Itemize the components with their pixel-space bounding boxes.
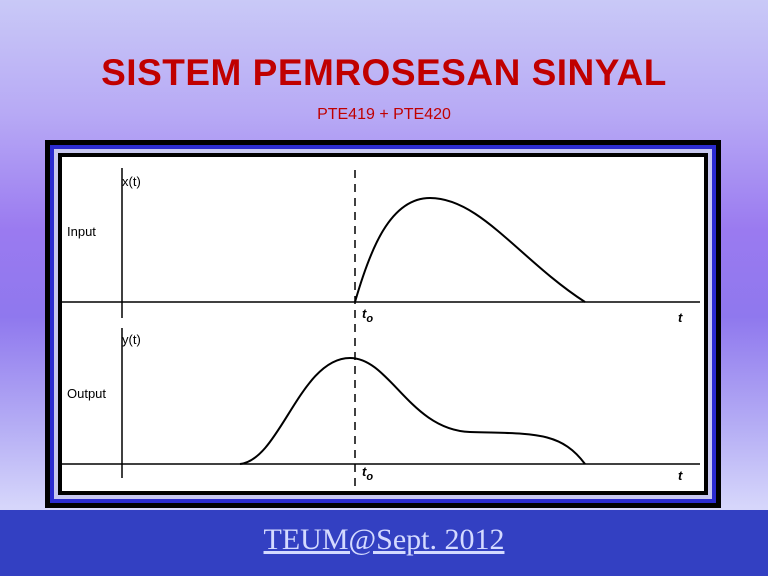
plot-area [62,157,704,491]
footer-text: TEUM@Sept. 2012 [263,523,505,556]
axis-label: x(t) [122,174,141,189]
panel-label: Input [67,224,96,239]
t0-label: to [362,306,373,325]
t0-sub: o [366,471,373,483]
t-label: t [678,468,683,483]
t0-base: t [362,464,367,479]
footer-band [0,510,768,576]
slide-subtitle: PTE419 + PTE420 [317,106,451,123]
t0-base: t [362,306,367,321]
output-curve [239,356,586,465]
t-label: t [678,310,683,325]
t0-label: to [362,464,373,483]
axis-label: y(t) [122,332,141,347]
diagram: x(t) Input to t y(t) Output to t [45,140,721,508]
input-curve [354,196,586,303]
slide-title: SISTEM PEMROSESAN SINYAL [101,52,667,93]
panel-label: Output [67,386,106,401]
t0-sub: o [366,313,373,325]
